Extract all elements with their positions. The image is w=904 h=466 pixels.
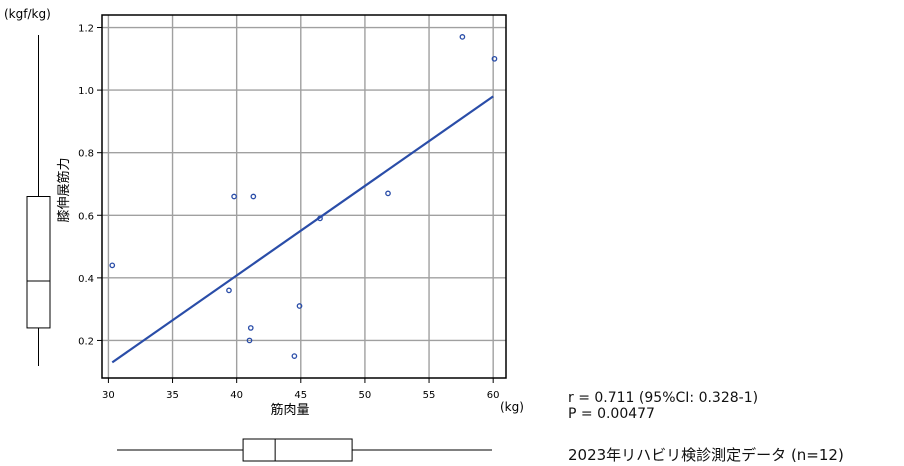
regression-line-group	[111, 95, 494, 364]
x-tick-label: 55	[423, 390, 436, 401]
data-point	[459, 34, 466, 40]
x-tick-label: 40	[230, 390, 243, 401]
x-boxplot-box	[242, 438, 353, 462]
y-boxplot	[26, 35, 51, 366]
x-tick-label: 30	[102, 390, 115, 401]
y-axis-label: 膝伸展筋力	[56, 157, 72, 222]
data-point	[246, 337, 253, 344]
dataset-caption: 2023年リハビリ検診測定データ (n=12)	[568, 446, 844, 464]
correlation-text: r = 0.711 (95%CI: 0.328-1)	[568, 390, 759, 406]
data-points	[109, 34, 498, 359]
y-tick-label: 1.0	[78, 86, 94, 97]
y-boxplot-box	[26, 196, 51, 329]
x-tick-label: 50	[359, 390, 372, 401]
data-point	[250, 193, 257, 200]
y-tick-label: 0.2	[78, 336, 94, 347]
x-tick-label: 35	[166, 390, 179, 401]
y-axis-unit: (kgf/kg)	[4, 7, 51, 21]
grid-lines	[102, 15, 506, 378]
data-point	[491, 55, 498, 62]
p-value-text: P = 0.00477	[568, 406, 655, 422]
data-point	[247, 325, 254, 331]
data-point	[109, 262, 116, 269]
data-point	[231, 193, 237, 200]
data-point	[296, 303, 303, 309]
data-point	[291, 353, 298, 359]
x-axis-unit: (kg)	[500, 400, 524, 414]
data-point	[385, 190, 391, 197]
data-point	[317, 215, 323, 222]
x-tick-label: 45	[294, 390, 307, 401]
y-tick-label: 0.8	[78, 149, 94, 160]
x-boxplot	[117, 438, 492, 462]
y-axis-ticks: 0.2 0.4 0.6 0.8 1.0 1.2	[78, 24, 102, 347]
y-tick-label: 0.4	[78, 274, 94, 285]
y-tick-label: 0.6	[78, 211, 94, 222]
x-axis-label: 筋肉量	[270, 402, 309, 418]
x-axis-ticks: 30 35 40 45 50 55 60	[102, 378, 500, 401]
plot-frame	[101, 14, 507, 379]
x-tick-label: 60	[487, 390, 500, 401]
y-tick-label: 1.2	[78, 24, 94, 35]
data-point	[226, 287, 232, 294]
regression-line	[111, 95, 494, 364]
plot-background	[102, 15, 506, 378]
stats-block: r = 0.711 (95%CI: 0.328-1) P = 0.00477	[568, 390, 758, 422]
